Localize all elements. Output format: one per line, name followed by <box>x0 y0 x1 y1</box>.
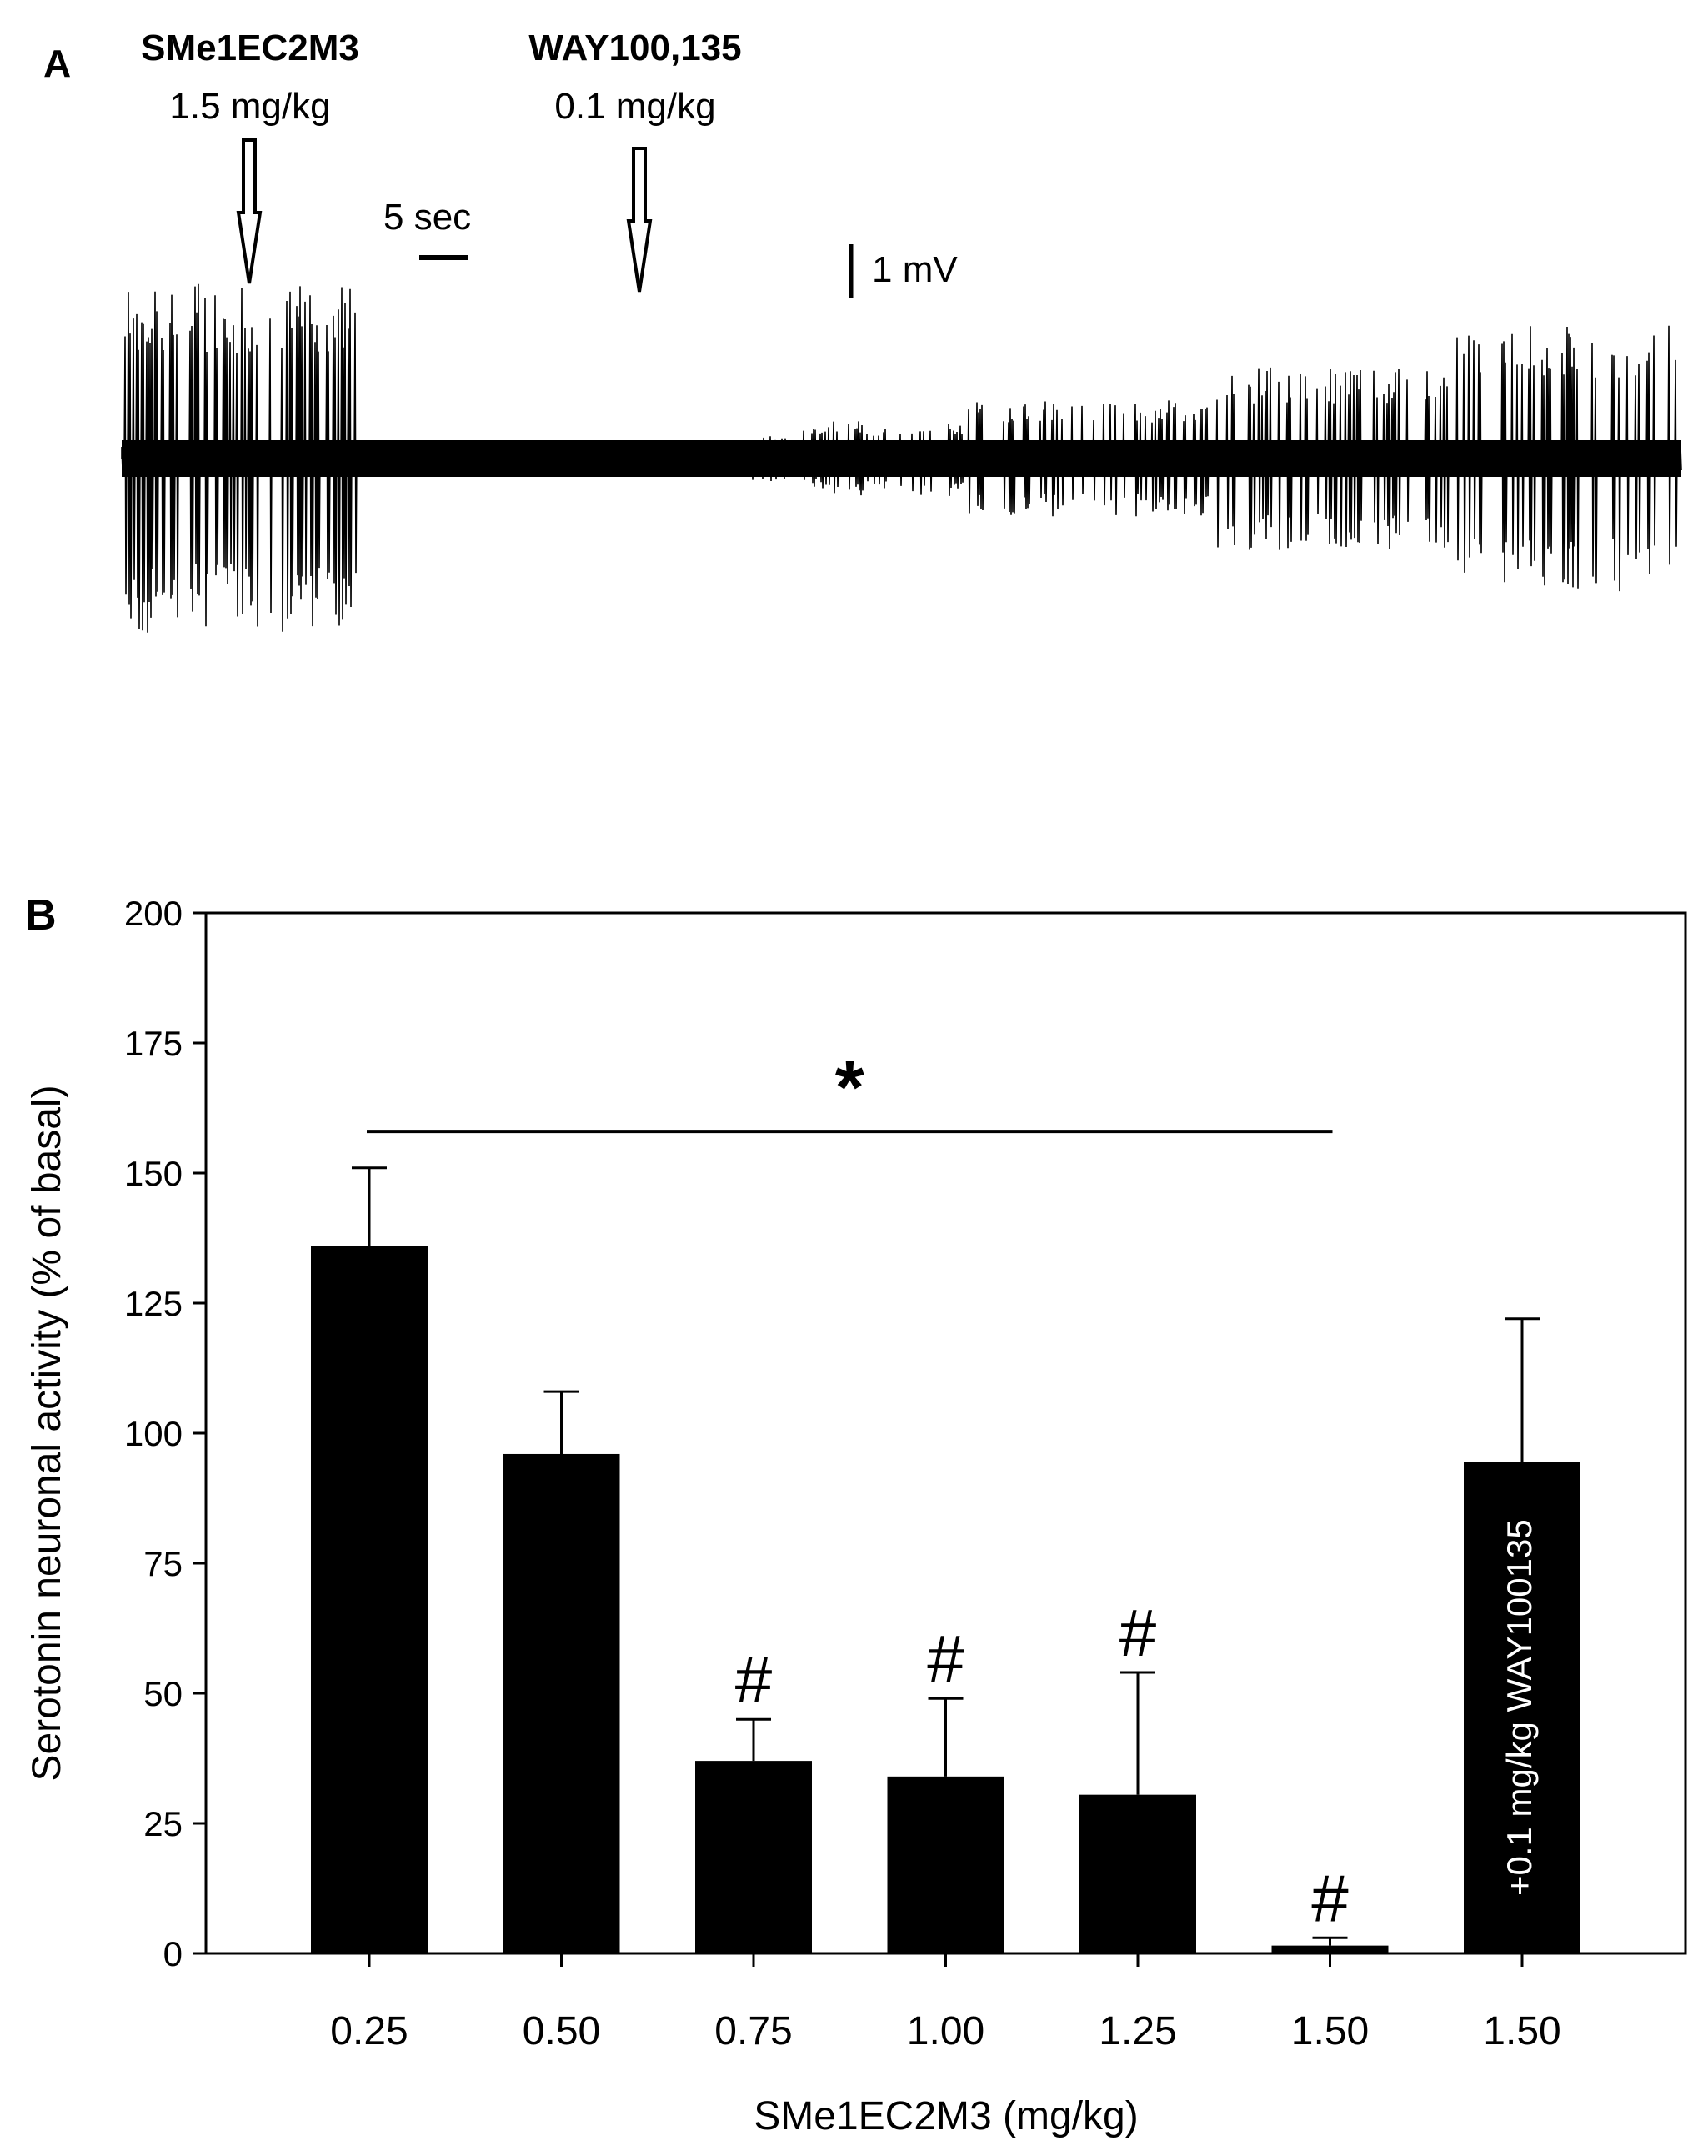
significance-star: * <box>835 1046 864 1130</box>
bar <box>695 1761 812 1953</box>
y-tick-label: 50 <box>143 1674 183 1713</box>
panel-a-label: A <box>43 42 71 85</box>
x-tick-label: 0.25 <box>330 2009 408 2053</box>
bar-inner-label: +0.1 mg/kg WAY100135 <box>1500 1519 1539 1896</box>
y-tick-label: 150 <box>124 1154 183 1193</box>
bars: +0.1 mg/kg WAY100135 <box>311 1246 1580 1953</box>
error-bars <box>352 1166 1540 1946</box>
significance-hash: # <box>1311 1861 1349 1935</box>
y-tick-label: 175 <box>124 1024 183 1063</box>
bar <box>311 1246 428 1953</box>
y-tick-label: 125 <box>124 1284 183 1323</box>
bar <box>1464 1462 1580 1953</box>
x-axis-title: SMe1EC2M3 (mg/kg) <box>754 2094 1138 2138</box>
x-axis: 0.25 0.50 0.75 1.00 1.25 1.50 1.50 <box>330 1953 1561 2053</box>
significance-hash: # <box>735 1642 773 1717</box>
x-tick-label: 0.50 <box>523 2009 600 2053</box>
y-tick-label: 100 <box>124 1414 183 1453</box>
significance-hash: # <box>1119 1596 1157 1670</box>
panel-b-label: B <box>25 891 57 940</box>
significance-bracket: * <box>367 1046 1333 1134</box>
x-tick-label: 0.75 <box>714 2009 792 2053</box>
significance-markers: # # # # <box>735 1596 1350 1935</box>
trace-baseline-band <box>122 440 1681 477</box>
y-tick-label: 75 <box>143 1544 183 1583</box>
x-tick-label: 1.50 <box>1483 2009 1560 2053</box>
panel-b-bar-chart: B 0 25 50 75 100 125 150 175 200 0.25 0.50 0.75 1.0… <box>25 891 1687 2138</box>
y-axis-title: Serotonin neuronal activity (% of basal) <box>25 1085 69 1781</box>
x-tick-label: 1.50 <box>1291 2009 1369 2053</box>
drug2-name: WAY100,135 <box>528 28 741 68</box>
bar <box>1079 1794 1196 1953</box>
time-scale-label: 5 sec <box>383 197 471 238</box>
y-tick-label: 25 <box>143 1804 183 1843</box>
bar <box>503 1453 620 1953</box>
drug2-dose: 0.1 mg/kg <box>554 86 715 127</box>
x-tick-label: 1.00 <box>907 2009 984 2053</box>
drug1-dose: 1.5 mg/kg <box>169 86 330 127</box>
panel-a-trace-recording: A SMe1EC2M3 1.5 mg/kg WAY100,135 0.1 mg/… <box>43 28 1682 633</box>
drug2-injection-arrow-icon <box>626 147 653 293</box>
electrophysiology-trace <box>121 283 1682 633</box>
y-tick-label: 0 <box>163 1934 183 1973</box>
drug1-injection-arrow-icon <box>236 138 263 284</box>
y-axis: 0 25 50 75 100 125 150 175 200 <box>124 894 206 1973</box>
voltage-scale-label: 1 mV <box>872 249 958 290</box>
y-tick-label: 200 <box>124 894 183 933</box>
significance-hash: # <box>927 1622 964 1696</box>
drug1-name: SMe1EC2M3 <box>141 28 359 68</box>
x-tick-label: 1.25 <box>1099 2009 1176 2053</box>
bar <box>1271 1945 1389 1953</box>
bar <box>887 1776 1004 1953</box>
